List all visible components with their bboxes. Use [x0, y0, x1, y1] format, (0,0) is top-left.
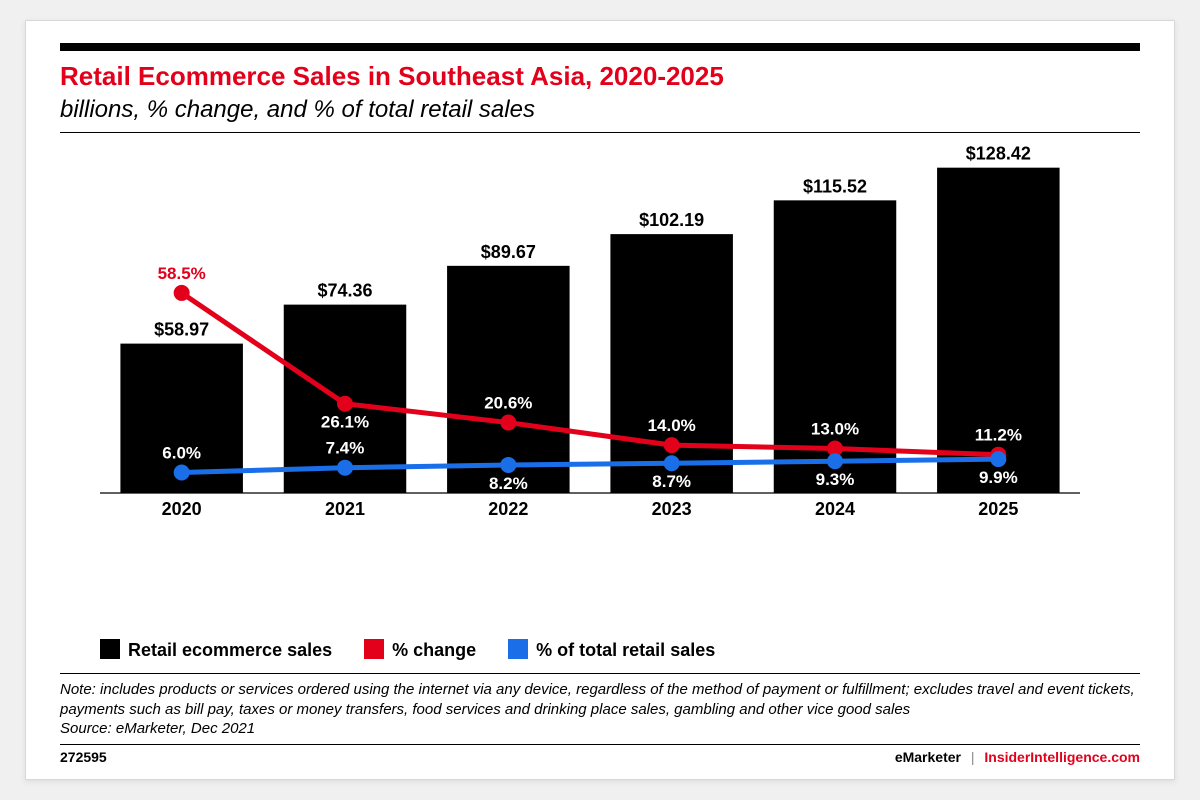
legend-item-share: % of total retail sales: [508, 639, 715, 661]
bar-label-2024: $115.52: [803, 176, 867, 196]
source-line: Source: eMarketer, Dec 2021: [60, 719, 1140, 738]
pct-total-label-2023: 8.7%: [652, 472, 691, 491]
legend-label-share: % of total retail sales: [536, 640, 715, 660]
pct-change-label-2022: 20.6%: [484, 393, 532, 412]
chart-svg: $58.97 2020 $74.36 2021 $89.67 2022 $102.19 202…: [60, 141, 1090, 521]
legend-swatch-bars: [100, 639, 120, 659]
pct-change-label-2024: 13.0%: [811, 419, 859, 438]
bar-label-2023: $102.19: [639, 210, 704, 230]
chart-title: Retail Ecommerce Sales in Southeast Asia…: [60, 61, 1140, 92]
pct-total-label-2022: 8.2%: [489, 474, 528, 493]
pct-total-label-2024: 9.3%: [816, 470, 855, 489]
footer: 272595 eMarketer | InsiderIntelligence.c…: [60, 744, 1140, 765]
pct-total-marker-2020: [174, 464, 190, 480]
bar-label-2020: $58.97: [154, 319, 209, 339]
x-tick-2022: 2022: [488, 499, 528, 519]
pct-total-marker-2021: [337, 459, 353, 475]
pct-change-label-2025: 11.2%: [975, 425, 1022, 444]
legend: Retail ecommerce sales % change % of tot…: [100, 639, 1140, 661]
pct-total-marker-2025: [990, 451, 1006, 467]
bar-2023: [610, 234, 733, 493]
divider-top: [60, 132, 1140, 133]
brand-emarketer: eMarketer: [895, 749, 961, 765]
pct-change-label-2023: 14.0%: [648, 416, 696, 435]
bar-label-2021: $74.36: [317, 280, 372, 300]
pct-total-label-2025: 9.9%: [979, 468, 1018, 487]
pct-change-marker-2023: [664, 437, 680, 453]
chart-subtitle: billions, % change, and % of total retai…: [60, 96, 1140, 124]
legend-swatch-share: [508, 639, 528, 659]
pct-change-marker-2022: [500, 414, 516, 430]
footnote: Note: includes products or services orde…: [60, 680, 1140, 718]
pct-total-marker-2022: [500, 457, 516, 473]
bar-label-2025: $128.42: [966, 143, 1031, 163]
pct-total-label-2020: 6.0%: [162, 443, 201, 462]
brand-insider: InsiderIntelligence.com: [984, 749, 1140, 765]
top-accent-bar: [60, 43, 1140, 51]
legend-label-change: % change: [392, 640, 476, 660]
x-tick-2020: 2020: [162, 499, 202, 519]
chart-id: 272595: [60, 749, 107, 765]
pct-total-marker-2023: [664, 455, 680, 471]
x-tick-2025: 2025: [978, 499, 1018, 519]
footer-brands: eMarketer | InsiderIntelligence.com: [895, 749, 1140, 765]
chart-plot-area: $58.97 2020 $74.36 2021 $89.67 2022 $102.19 202…: [60, 141, 1140, 632]
bar-label-2022: $89.67: [481, 242, 536, 262]
x-tick-2024: 2024: [815, 499, 855, 519]
x-tick-2023: 2023: [652, 499, 692, 519]
pct-change-marker-2021: [337, 395, 353, 411]
chart-card: Retail Ecommerce Sales in Southeast Asia…: [25, 20, 1175, 780]
pct-total-label-2021: 7.4%: [326, 438, 365, 457]
pct-change-label-2020: 58.5%: [158, 264, 206, 283]
legend-swatch-change: [364, 639, 384, 659]
pct-total-marker-2024: [827, 453, 843, 469]
legend-label-bars: Retail ecommerce sales: [128, 640, 332, 660]
pct-change-marker-2020: [174, 285, 190, 301]
legend-item-change: % change: [364, 639, 476, 661]
x-tick-2021: 2021: [325, 499, 365, 519]
pct-change-label-2021: 26.1%: [321, 412, 369, 431]
divider-legend: [60, 673, 1140, 674]
brand-separator: |: [971, 749, 975, 765]
legend-item-bars: Retail ecommerce sales: [100, 639, 332, 661]
